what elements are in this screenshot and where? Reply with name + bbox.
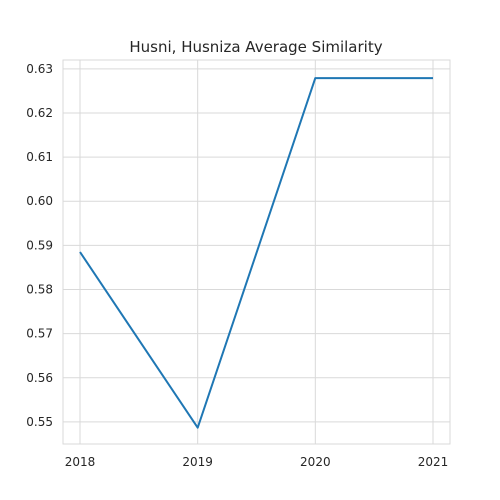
y-grid [63, 68, 450, 423]
y-tick-label: 0.59 [26, 238, 53, 252]
chart-title: Husni, Husniza Average Similarity [129, 38, 382, 56]
x-tick-label: 2021 [418, 455, 449, 469]
x-tick-labels: 2018 2019 2020 2021 [65, 455, 449, 469]
y-tick-label: 0.56 [26, 371, 53, 385]
y-tick-label: 0.58 [26, 283, 53, 297]
x-tick-label: 2018 [65, 455, 96, 469]
y-tick-labels: 0.55 0.56 0.57 0.58 0.59 0.60 0.61 0.62 0.63 [26, 62, 53, 429]
x-tick-label: 2020 [300, 455, 331, 469]
y-tick-label: 0.63 [26, 62, 53, 76]
y-tick-label: 0.55 [26, 415, 53, 429]
x-tick-label: 2019 [182, 455, 213, 469]
y-tick-label: 0.60 [26, 194, 53, 208]
y-tick-label: 0.57 [26, 327, 53, 341]
series-group [79, 77, 433, 429]
y-tick-label: 0.62 [26, 106, 53, 120]
y-tick-label: 0.61 [26, 150, 53, 164]
series-line [79, 77, 433, 429]
plot-frame [62, 59, 451, 445]
